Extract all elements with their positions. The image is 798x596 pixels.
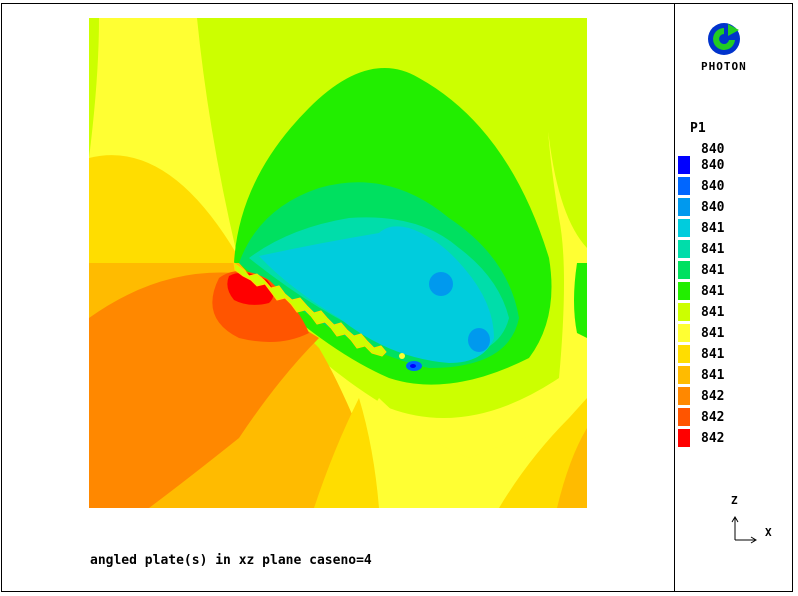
contour-spot-yellow: [399, 353, 405, 359]
panel-divider: [674, 3, 675, 592]
legend-item: 842: [678, 428, 748, 449]
legend-swatch: [678, 177, 690, 195]
legend-item: 841: [678, 239, 748, 260]
legend-label: 841: [701, 263, 725, 278]
contour-band-top-left-green: [89, 18, 99, 158]
legend-swatch: [678, 219, 690, 237]
legend-swatch: [678, 387, 690, 405]
legend-label: 842: [701, 389, 725, 404]
z-axis-arrow-icon: [731, 516, 739, 523]
viewport-frame: [1, 3, 793, 592]
legend-swatch: [678, 345, 690, 363]
legend-item: 841: [678, 260, 748, 281]
legend-swatch: [678, 408, 690, 426]
legend-item: 842: [678, 407, 748, 428]
contour-band-bottom-center-gold: [314, 398, 379, 508]
legend-item: 841: [678, 344, 748, 365]
legend-swatch: [678, 366, 690, 384]
legend-label: 841: [701, 284, 725, 299]
contour-plot[interactable]: [89, 18, 587, 508]
legend-label: 841: [701, 221, 725, 236]
legend-label: 841: [701, 347, 725, 362]
contour-band-right-yellowgreen: [529, 18, 587, 248]
legend-variable-name: P1: [690, 121, 706, 136]
legend-label: 840: [701, 200, 725, 215]
legend-label: 841: [701, 305, 725, 320]
legend-swatch: [678, 282, 690, 300]
legend-label: 841: [701, 368, 725, 383]
legend-swatch: [678, 324, 690, 342]
contour-band-left-gold: [89, 155, 239, 263]
legend-label: 841: [701, 326, 725, 341]
legend-item: 841: [678, 281, 748, 302]
legend-top-label: 840: [701, 142, 725, 157]
z-axis-label: Z: [731, 494, 738, 507]
legend-swatch: [678, 240, 690, 258]
legend-item: 840: [678, 176, 748, 197]
logo-text: PHOTON: [701, 60, 747, 73]
contour-band-cyan: [259, 226, 494, 363]
contour-cell-darkblue: [410, 364, 416, 368]
axes-indicator: Z X: [731, 494, 772, 544]
angled-plate: [233, 261, 387, 357]
legend-label: 842: [701, 410, 725, 425]
x-axis-label: X: [765, 526, 772, 539]
legend-item: 841: [678, 365, 748, 386]
legend-item: 840: [678, 197, 748, 218]
legend-label: 841: [701, 242, 725, 257]
legend-item: 841: [678, 302, 748, 323]
legend-label: 840: [701, 158, 725, 173]
plot-caption: angled plate(s) in xz plane caseno=4: [90, 553, 372, 568]
contour-cell-blue-1: [429, 272, 453, 296]
legend-label: 840: [701, 179, 725, 194]
contour-band-right-green: [574, 263, 587, 338]
legend-swatch: [678, 156, 690, 174]
legend-label: 842: [701, 431, 725, 446]
x-axis-arrow-icon: [750, 536, 757, 544]
legend-item: 841: [678, 218, 748, 239]
legend-item: 840: [678, 155, 748, 176]
legend-swatch: [678, 429, 690, 447]
legend-item: 841: [678, 323, 748, 344]
legend-item: 842: [678, 386, 748, 407]
legend-swatch: [678, 198, 690, 216]
legend-swatch: [678, 261, 690, 279]
contour-cell-blue-2: [468, 328, 490, 352]
legend-swatch: [678, 303, 690, 321]
photon-logo-icon: [708, 23, 740, 55]
contour-band-bottom-right-orange: [557, 428, 587, 508]
